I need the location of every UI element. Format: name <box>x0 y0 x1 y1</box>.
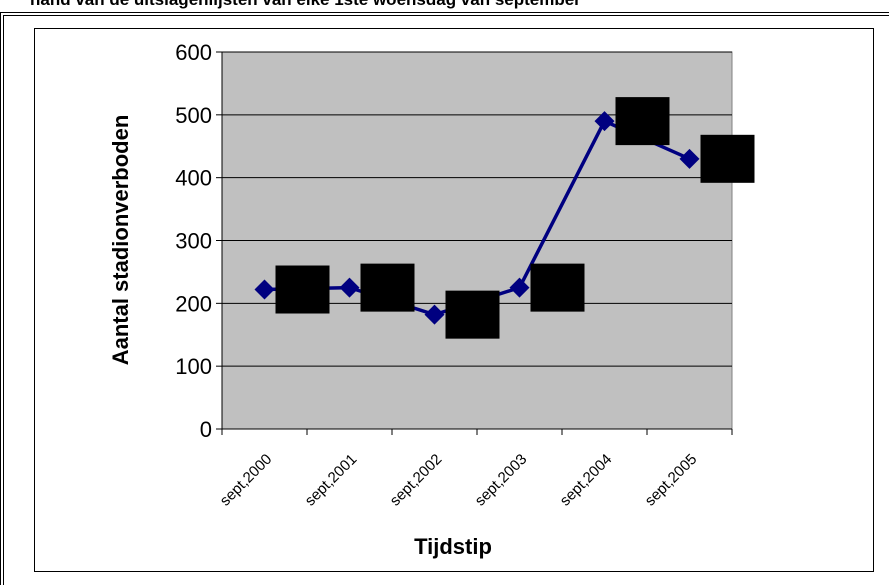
y-tick-label: 600 <box>175 40 212 65</box>
data-point <box>594 111 615 132</box>
data-point <box>679 148 700 169</box>
data-label-box <box>360 263 415 312</box>
y-axis: 0 100 200 300 400 500 600 <box>175 40 223 442</box>
x-axis: sept,2000 sept,2001 sept,2002 sept,2003 sept… <box>217 428 733 510</box>
data-label-box <box>700 134 755 183</box>
data-label-box <box>530 263 585 312</box>
data-label-box <box>615 97 670 146</box>
y-tick-label: 300 <box>175 229 212 254</box>
x-tick-label: sept,2005 <box>642 451 701 510</box>
data-point <box>254 279 275 300</box>
y-tick-label: 400 <box>175 166 212 191</box>
y-tick-label: 200 <box>175 291 212 316</box>
chart-title-fragment: hand van de uitslagenlijsten van elke 1s… <box>30 0 581 10</box>
x-tick-label: sept,2003 <box>472 451 531 510</box>
y-tick-label: 0 <box>200 417 212 442</box>
outer-frame <box>0 12 889 585</box>
x-tick-label: sept,2000 <box>217 451 276 510</box>
data-point <box>509 277 530 298</box>
y-tick-label: 500 <box>175 103 212 128</box>
data-label-box <box>275 265 330 314</box>
data-label-box <box>445 290 500 339</box>
x-tick-label: sept,2001 <box>302 451 361 510</box>
data-label-layer <box>275 97 755 339</box>
data-point <box>339 277 360 298</box>
x-tick-label: sept,2004 <box>557 451 616 510</box>
y-tick-label: 100 <box>175 354 212 379</box>
data-point <box>424 304 445 325</box>
x-axis-title: Tijdstip <box>414 534 492 559</box>
y-axis-title: Aantal stadionverboden <box>108 115 133 366</box>
x-tick-label: sept,2002 <box>387 451 446 510</box>
